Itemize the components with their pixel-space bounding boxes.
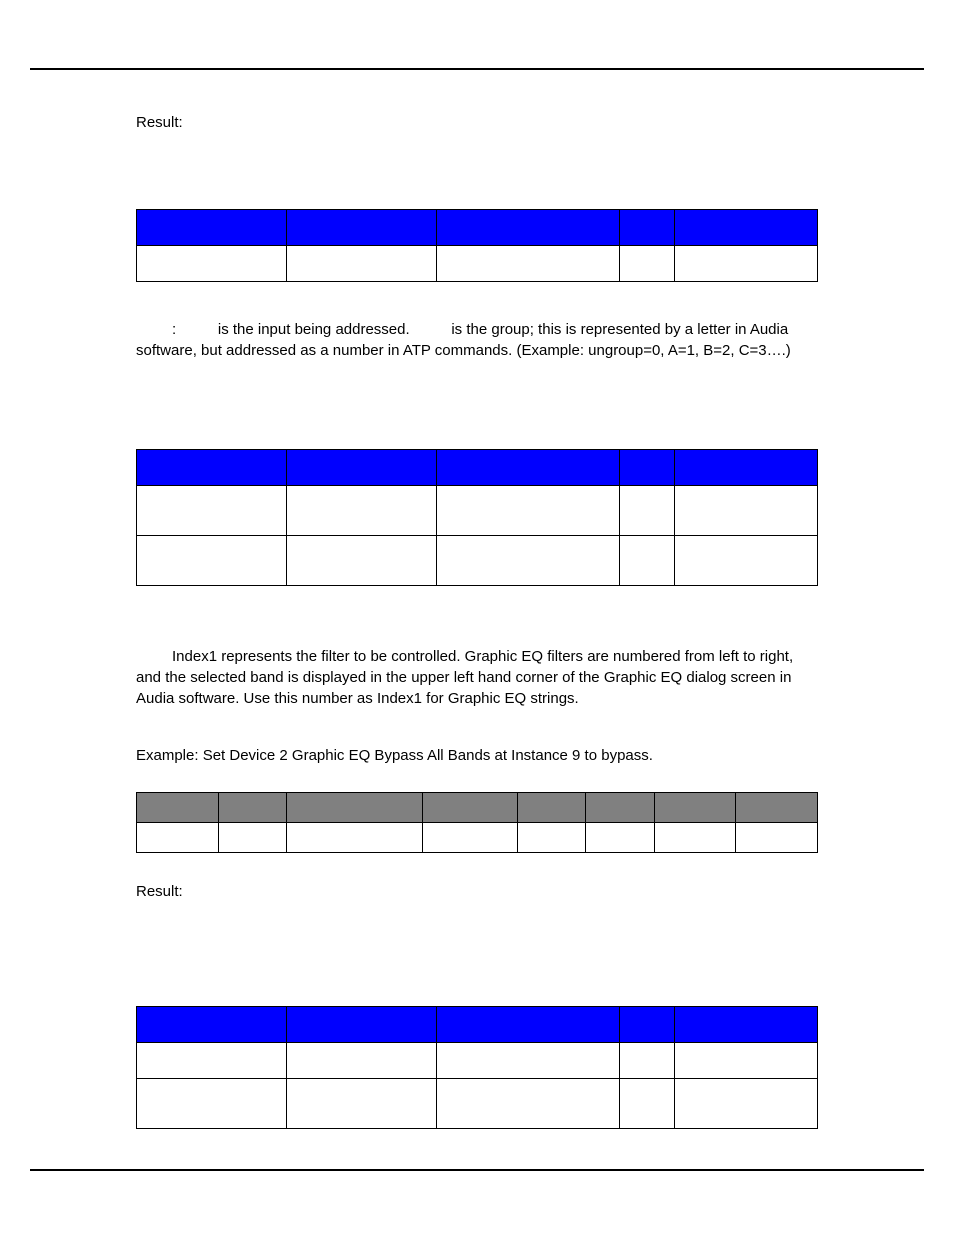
top-rule — [30, 68, 924, 70]
table-row — [137, 823, 818, 853]
table-header-row — [137, 1007, 818, 1043]
section-heading-placeholder-2 — [136, 960, 818, 978]
section-heading-placeholder-1 — [136, 403, 818, 421]
page: Result: : is the input being addressed. … — [0, 68, 954, 1171]
attribute-table-2 — [136, 449, 818, 586]
table-header-row — [137, 210, 818, 246]
result-label-2: Result: — [136, 883, 818, 900]
content-column: Result: : is the input being addressed. … — [30, 114, 924, 1129]
text-segment: is the input being addressed. — [214, 321, 414, 338]
note-paragraph-1: : is the input being addressed. is the g… — [136, 320, 818, 361]
table-header-row — [137, 450, 818, 486]
table-row — [137, 1079, 818, 1129]
command-table — [136, 792, 818, 853]
example-line: Example: Set Device 2 Graphic EQ Bypass … — [136, 747, 818, 764]
bottom-rule — [30, 1169, 924, 1171]
note-paragraph-2: Index1 represents the filter to be contr… — [136, 646, 818, 709]
text-segment: Index1 represents the filter to be contr… — [136, 648, 793, 707]
table-row — [137, 1043, 818, 1079]
table-row — [137, 486, 818, 536]
attribute-table-1 — [136, 209, 818, 282]
table-row — [137, 246, 818, 282]
table-row — [137, 536, 818, 586]
attribute-table-3 — [136, 1006, 818, 1129]
table-header-row — [137, 793, 818, 823]
text-segment: : — [172, 321, 176, 338]
result-label-1: Result: — [136, 114, 818, 131]
